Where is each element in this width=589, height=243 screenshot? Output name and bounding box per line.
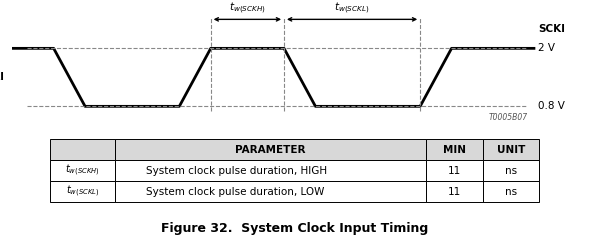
Text: SCKI: SCKI — [0, 72, 4, 82]
Text: $t_{w(SCKH)}$: $t_{w(SCKH)}$ — [229, 0, 266, 16]
Text: 2 V: 2 V — [538, 43, 555, 53]
Text: $t_{w(SCKL)}$: $t_{w(SCKL)}$ — [335, 0, 370, 16]
Text: 0.8 V: 0.8 V — [538, 101, 565, 111]
Text: SCKI: SCKI — [538, 24, 565, 34]
Text: T0005B07: T0005B07 — [488, 113, 528, 122]
Text: Figure 32.  System Clock Input Timing: Figure 32. System Clock Input Timing — [161, 222, 428, 235]
